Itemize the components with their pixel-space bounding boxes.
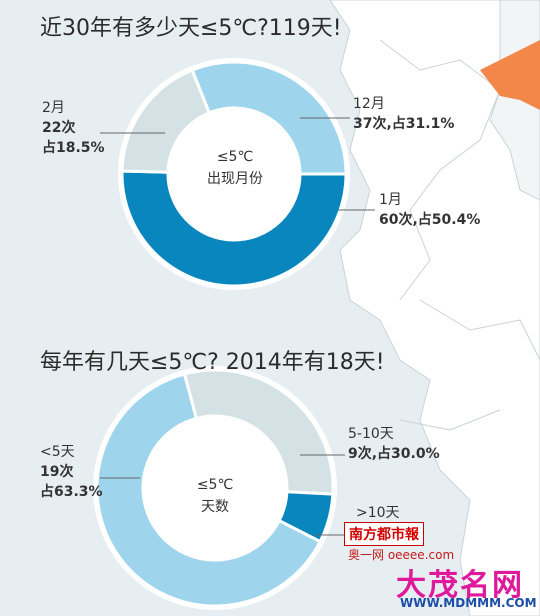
donut-outer-ring [93,366,337,610]
slice-under-5-days [95,372,323,608]
slice-name: 1月 [379,192,402,208]
slice-dec [190,60,348,176]
slice-name: >10天 [356,505,400,521]
slice-percent: 占18.5% [42,140,105,156]
slice-count: 60次,占50.4% [379,212,481,228]
slice-count: 37次,占31.1% [353,116,455,132]
site-logo: 奥一网 oeeee.com [348,548,455,562]
center-line-1: ≤5℃ [216,149,254,165]
donut-outer-ring [118,58,350,290]
map-highlight [480,40,540,110]
center-line-2: 出现月份 [207,171,263,187]
chart1-center-label: ≤5℃ 出现月份 [188,146,282,190]
center-line-1: ≤5℃ [196,477,234,493]
slice-label-jan: 1月 60次,占50.4% [379,190,480,230]
slice-percent: 占63.3% [40,484,103,500]
slice-label-under5: <5天 19次 占63.3% [40,442,103,502]
slice-name: 12月 [353,96,385,112]
chart2-center-label: ≤5℃ 天数 [175,474,255,518]
brand-watermark: 大茂名网 [396,568,524,603]
slice-label-dec: 12月 37次,占31.1% [353,94,454,134]
slice-name: 5-10天 [348,426,394,442]
brand-url: WWW.MDMMM.COM [400,596,537,610]
slice-count: 22次 [42,120,76,136]
chart1-title: 近30年有多少天≤5℃?119天! [40,16,342,41]
chart2-title: 每年有几天≤5℃? 2014年有18天! [40,350,385,375]
slice-count: 19次 [40,464,74,480]
slice-label-over10: >10天 [356,503,400,523]
leader-lines [100,117,375,536]
donut-hole [169,109,299,239]
background-map [329,0,540,616]
slice-label-feb: 2月 22次 占18.5% [42,98,105,158]
center-line-2: 天数 [201,499,229,515]
slice-count: 9次,占30.0% [348,446,440,462]
newspaper-logo: 南方都市報 [344,522,424,546]
slice-name: <5天 [40,444,75,460]
donut-hole [144,417,286,559]
slice-name: 2月 [42,100,65,116]
slice-jan [120,169,348,288]
charts-layer [93,58,350,610]
slice-label-5-10: 5-10天 9次,占30.0% [348,424,440,464]
slice-5-10-days [182,368,335,496]
